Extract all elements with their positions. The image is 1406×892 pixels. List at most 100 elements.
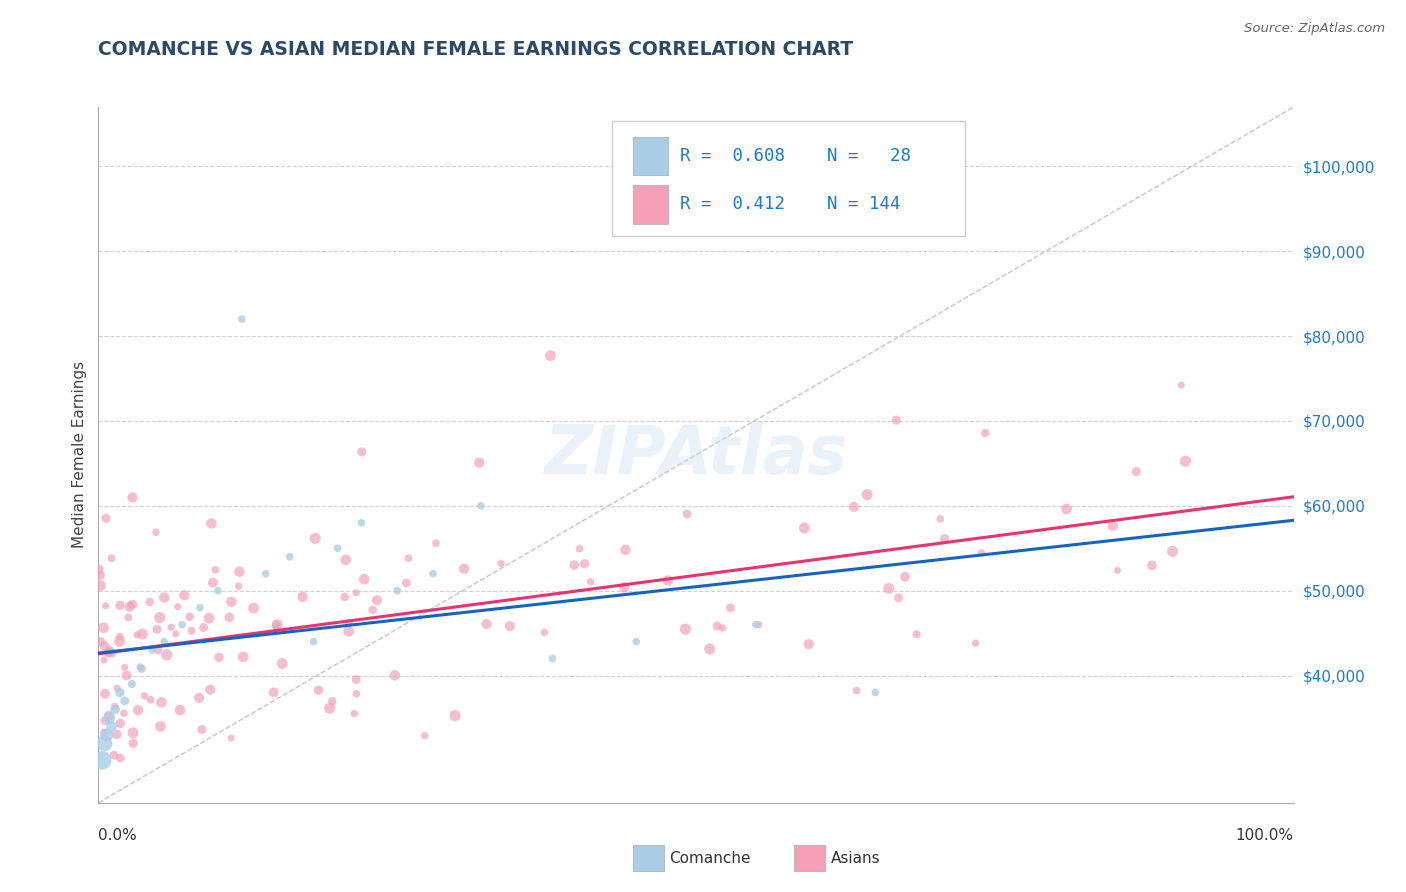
Point [198, 611, 221, 625]
Point [748, 617, 770, 632]
Point [121, 677, 143, 691]
Point [1125, 465, 1147, 479]
Point [100, 719, 122, 733]
Point [242, 601, 264, 615]
Point [166, 599, 188, 614]
Point [1161, 544, 1184, 558]
Point [353, 572, 375, 586]
Point [422, 566, 444, 581]
Point [1056, 502, 1078, 516]
Point [335, 553, 357, 567]
Point [127, 703, 149, 717]
Point [384, 668, 406, 682]
Point [97, 646, 120, 660]
Point [344, 687, 367, 701]
Point [468, 456, 491, 470]
Point [793, 521, 815, 535]
Point [797, 637, 820, 651]
Point [112, 706, 135, 721]
Point [218, 610, 240, 624]
Point [673, 622, 696, 636]
Point [337, 624, 360, 639]
Point [308, 683, 330, 698]
Point [191, 723, 214, 737]
Point [129, 660, 152, 674]
Point [122, 726, 145, 740]
Point [350, 516, 373, 530]
Point [208, 650, 231, 665]
Point [264, 619, 287, 633]
FancyBboxPatch shape [633, 186, 668, 224]
Point [361, 603, 384, 617]
Point [541, 651, 564, 665]
Point [970, 546, 993, 560]
Point [108, 685, 131, 699]
Point [974, 425, 997, 440]
Point [146, 643, 169, 657]
Point [425, 536, 447, 550]
Point [856, 488, 879, 502]
Point [344, 586, 367, 600]
Point [153, 591, 176, 605]
Point [965, 636, 987, 650]
Point [321, 694, 343, 708]
Point [207, 583, 229, 598]
Point [304, 532, 326, 546]
Point [94, 714, 117, 728]
Point [141, 643, 163, 657]
Point [169, 703, 191, 717]
Point [139, 693, 162, 707]
Point [122, 736, 145, 750]
Point [489, 557, 512, 571]
Text: 0.0%: 0.0% [98, 828, 138, 843]
Point [108, 599, 131, 613]
Point [887, 591, 910, 605]
Point [657, 574, 679, 588]
Point [221, 595, 243, 609]
Point [150, 695, 173, 709]
Point [108, 630, 131, 644]
Point [110, 716, 132, 731]
Point [188, 690, 211, 705]
Point [842, 500, 865, 514]
Point [905, 627, 928, 641]
Point [232, 649, 254, 664]
Point [108, 634, 131, 648]
Point [470, 499, 492, 513]
Point [89, 578, 111, 592]
Point [93, 736, 115, 750]
Text: R =  0.412    N = 144: R = 0.412 N = 144 [681, 195, 901, 213]
Point [149, 719, 172, 733]
Point [540, 349, 562, 363]
Point [894, 570, 917, 584]
Point [568, 541, 591, 556]
Point [138, 595, 160, 609]
Point [204, 563, 226, 577]
Point [90, 634, 112, 648]
FancyBboxPatch shape [613, 121, 965, 235]
Point [100, 551, 122, 566]
Point [108, 751, 131, 765]
Point [97, 708, 120, 723]
Point [337, 615, 360, 630]
Point [614, 542, 637, 557]
Point [1174, 454, 1197, 468]
Point [149, 610, 172, 624]
Point [395, 575, 418, 590]
Point [179, 609, 201, 624]
Point [89, 568, 111, 582]
Point [94, 511, 117, 525]
Point [444, 708, 467, 723]
Point [94, 599, 117, 613]
Point [172, 617, 194, 632]
Point [562, 558, 585, 572]
Text: Source: ZipAtlas.com: Source: ZipAtlas.com [1244, 22, 1385, 36]
Point [228, 579, 250, 593]
Text: ZIPAtlas: ZIPAtlas [544, 422, 848, 488]
Point [96, 728, 118, 742]
Point [863, 685, 887, 699]
Text: 100.0%: 100.0% [1236, 828, 1294, 843]
Text: Asians: Asians [831, 851, 880, 865]
Point [188, 600, 211, 615]
Point [200, 682, 222, 697]
